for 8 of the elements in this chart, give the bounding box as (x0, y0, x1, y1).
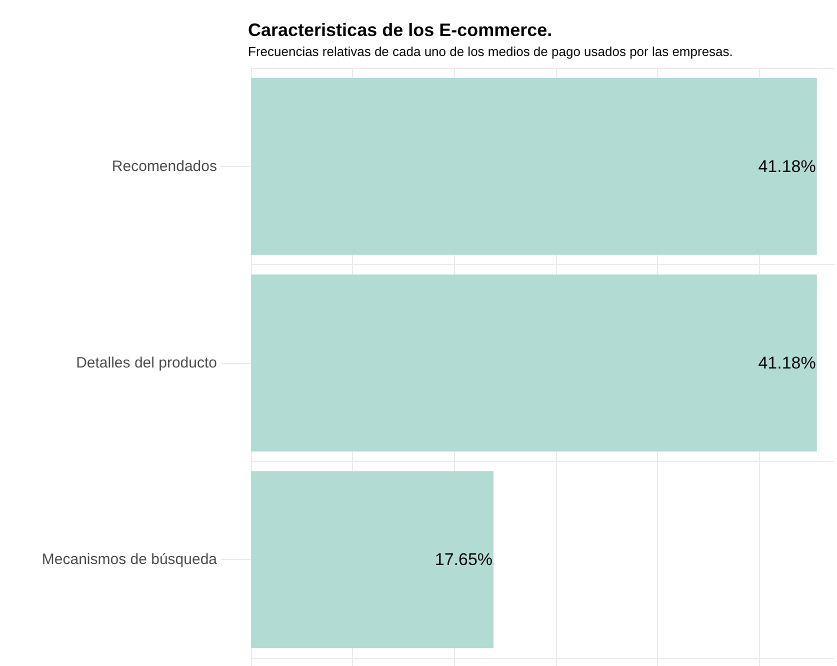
chart-title: Caracteristicas de los E-commerce. (248, 20, 552, 40)
data-label: 41.18% (758, 354, 816, 372)
y-tick-label: Recomendados (112, 158, 217, 175)
data-label: 41.18% (758, 156, 816, 176)
chart-subtitle: Frecuencias relativas de cada uno de los medios de pago usados por las empresas. (248, 44, 733, 59)
data-label: 17.65% (434, 550, 493, 570)
y-tick-label: Mecanismos de búsqueda (42, 551, 218, 568)
y-tick-label: Detalles del producto (76, 354, 217, 372)
